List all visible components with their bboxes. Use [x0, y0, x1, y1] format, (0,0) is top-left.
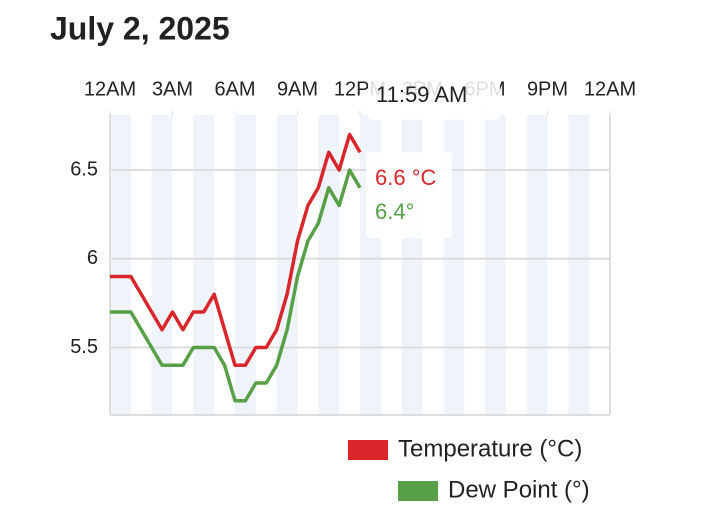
x-tick-label: 6AM — [214, 78, 255, 100]
hour-band — [193, 115, 215, 415]
hour-band — [485, 115, 506, 415]
hour-band — [235, 115, 256, 415]
x-tick-label: 12AM — [84, 78, 136, 100]
hour-band — [276, 115, 298, 415]
hour-band — [110, 115, 131, 415]
x-tick-label: 3AM — [152, 78, 193, 100]
legend-label: Dew Point (°) — [448, 476, 590, 503]
hour-band — [568, 115, 590, 415]
hour-band — [526, 115, 548, 415]
hour-band — [151, 115, 173, 415]
hour-band — [318, 115, 340, 415]
x-tick-label: 9AM — [277, 78, 318, 100]
chart-title: July 2, 2025 — [50, 10, 230, 46]
tooltip-temperature: 6.6 °C — [375, 165, 436, 190]
tooltip-dew-point: 6.4° — [375, 199, 414, 224]
legend-label: Temperature (°C) — [398, 435, 582, 462]
hour-bands — [110, 115, 590, 415]
series-line — [110, 168, 362, 403]
series-line — [110, 132, 362, 368]
y-tick-label: 6.5 — [70, 158, 98, 180]
tooltip-box — [366, 152, 452, 238]
tooltip-box — [368, 76, 500, 120]
x-tick-label: 9PM — [527, 78, 568, 100]
y-tick-label: 5.5 — [70, 336, 98, 358]
legend-swatch — [398, 481, 438, 501]
x-tick-label: 12AM — [584, 78, 636, 100]
tooltip-time: 11:59 AM — [376, 82, 467, 107]
legend-swatch — [348, 440, 388, 460]
y-tick-label: 6 — [87, 247, 98, 269]
